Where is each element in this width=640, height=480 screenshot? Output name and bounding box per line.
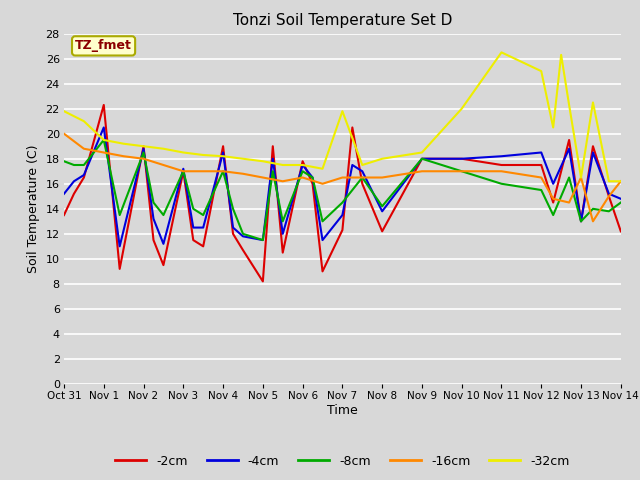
Title: Tonzi Soil Temperature Set D: Tonzi Soil Temperature Set D — [233, 13, 452, 28]
X-axis label: Time: Time — [327, 404, 358, 417]
Text: TZ_fmet: TZ_fmet — [75, 39, 132, 52]
Y-axis label: Soil Temperature (C): Soil Temperature (C) — [27, 144, 40, 273]
Legend: -2cm, -4cm, -8cm, -16cm, -32cm: -2cm, -4cm, -8cm, -16cm, -32cm — [110, 450, 575, 473]
